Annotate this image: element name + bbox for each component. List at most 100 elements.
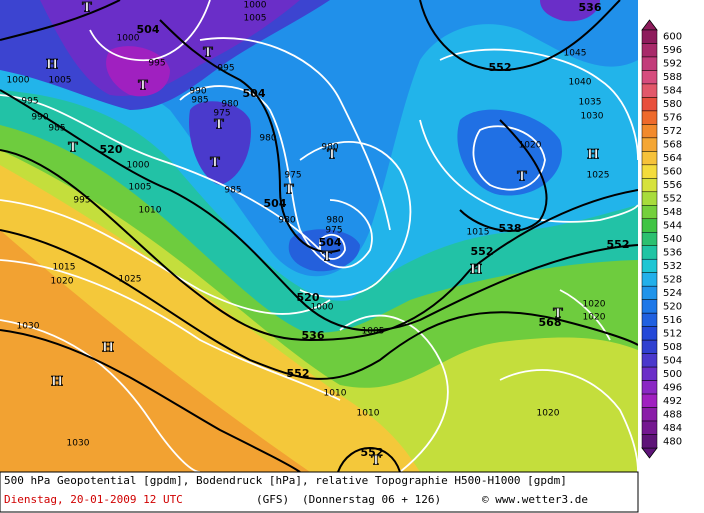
contour-label: 985: [191, 96, 208, 106]
contour-label: 1010: [357, 409, 380, 419]
contour-label: 1025: [587, 171, 610, 181]
scale-label: 600: [663, 32, 682, 43]
contour-label: 1020: [583, 313, 606, 323]
scale-cell: [641, 434, 658, 449]
contour-label: 504: [137, 23, 160, 36]
contour-label: 504: [319, 236, 342, 249]
contour-label: 1035: [579, 98, 602, 108]
scale-label: 568: [663, 140, 682, 151]
contour-label: 504: [243, 87, 266, 100]
scale-cell: [641, 164, 658, 179]
pressure-marker: T: [322, 250, 332, 265]
contour-label: 1005: [129, 183, 152, 193]
scale-cell: [641, 97, 658, 112]
contour-label: 1020: [519, 141, 542, 151]
contour-label: 985: [48, 124, 65, 134]
scale-cell: [641, 393, 658, 408]
scale-cell: [641, 353, 658, 368]
scale-cell: [641, 83, 658, 98]
scale-label: 580: [663, 99, 682, 110]
scale-label: 540: [663, 234, 682, 245]
scale-label: 576: [663, 113, 682, 124]
caption-title: 500 hPa Geopotential [gpdm], Bodendruck …: [4, 474, 567, 487]
scale-cell: [641, 245, 658, 260]
contour-label: 538: [499, 222, 522, 235]
scale-label: 572: [663, 126, 682, 137]
scale-label: 584: [663, 86, 682, 97]
pressure-marker: T: [210, 156, 220, 171]
contour-label: 1000: [7, 76, 30, 86]
contour-label: 995: [21, 97, 38, 107]
scale-cell: [641, 124, 658, 139]
pressure-marker: H: [587, 148, 599, 163]
scale-cell: [641, 191, 658, 206]
scale-label: 516: [663, 315, 682, 326]
pressure-marker: T: [517, 170, 527, 185]
pressure-marker: T: [68, 141, 78, 156]
scale-label: 488: [663, 409, 682, 420]
scale-cell: [641, 299, 658, 314]
pressure-marker: T: [203, 46, 213, 61]
contour-label: 536: [579, 1, 602, 14]
contour-label: 980: [278, 216, 295, 226]
scale-cell: [641, 151, 658, 166]
contour-label: 1020: [583, 300, 606, 310]
scale-label: 512: [663, 328, 682, 339]
scale-label: 504: [663, 355, 682, 366]
contour-label: 1005: [362, 327, 385, 337]
scale-cell: [641, 70, 658, 85]
contour-label: 980: [221, 100, 238, 110]
scale-label: 484: [663, 423, 682, 434]
caption-forecast: (Donnerstag 06 + 126): [302, 493, 441, 506]
contour-label: 990: [189, 87, 206, 97]
isobars: [0, 0, 638, 472]
scale-cell: [641, 258, 658, 273]
contour-label: 536: [302, 329, 325, 342]
pressure-marker: H: [46, 58, 58, 73]
scale-cell: [641, 285, 658, 300]
scale-cell: [641, 178, 658, 193]
scale-cell: [641, 29, 658, 44]
pressure-marker: H: [470, 263, 482, 278]
pressure-marker: T: [138, 79, 148, 94]
contour-label: 995: [148, 59, 165, 69]
pressure-marker: T: [327, 148, 337, 163]
scale-cell: [641, 205, 658, 220]
contour-label: 1005: [244, 14, 267, 24]
map: [0, 0, 638, 472]
scale-label: 544: [663, 221, 682, 232]
contour-label: 520: [297, 291, 320, 304]
contour-label: 552: [361, 446, 384, 459]
color-scale: 600 596 592 588 584 580 576 572 568 564 560 556 552 5…: [641, 19, 682, 459]
contour-label: 980: [326, 216, 343, 226]
pressure-marker: T: [214, 118, 224, 133]
scale-label: 500: [663, 369, 682, 380]
contour-label: 552: [287, 367, 310, 380]
contour-label: 504: [264, 197, 287, 210]
geopotential-lines: [0, 0, 638, 472]
contour-label: 552: [471, 245, 494, 258]
scale-cell: [641, 43, 658, 58]
scale-label: 552: [663, 194, 682, 205]
scale-cell: [641, 218, 658, 233]
scale-label: 480: [663, 436, 682, 447]
scale-label: 508: [663, 342, 682, 353]
scale-label: 596: [663, 45, 682, 56]
scale-label: 536: [663, 247, 682, 258]
scale-cell: [641, 56, 658, 71]
caption-date: Dienstag, 20-01-2009 12 UTC: [4, 493, 183, 506]
contour-label: 1020: [51, 277, 74, 287]
contour-label: 1000: [127, 161, 150, 171]
contour-label: 1030: [17, 322, 40, 332]
contour-label: 995: [217, 64, 234, 74]
caption-model: (GFS): [256, 493, 289, 506]
pressure-marker: T: [284, 183, 294, 198]
contour-label: 1045: [564, 49, 587, 59]
contour-label: 1000: [117, 34, 140, 44]
contour-label: 1025: [119, 275, 142, 285]
contour-label: 975: [213, 109, 230, 119]
scale-cell: [641, 326, 658, 341]
contour-label: 1030: [581, 112, 604, 122]
contour-label: 985: [224, 186, 241, 196]
